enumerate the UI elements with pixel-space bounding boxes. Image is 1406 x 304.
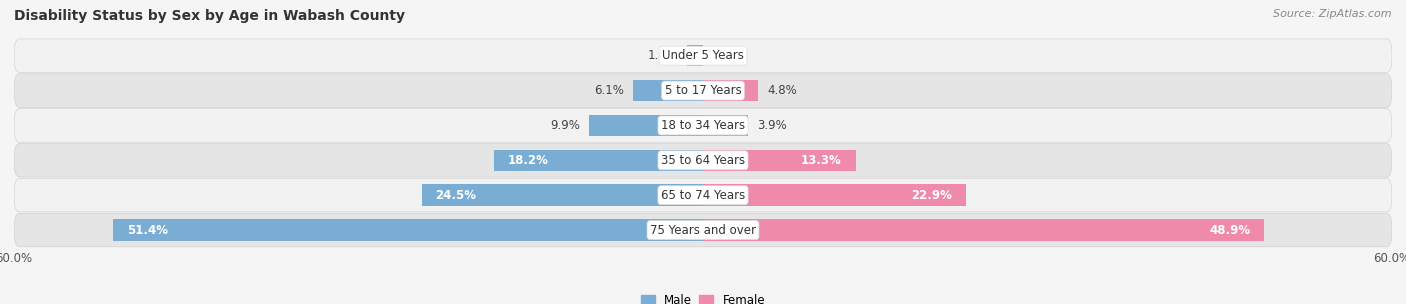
Text: 0.0%: 0.0% — [713, 49, 742, 62]
Bar — [633, 80, 703, 101]
Bar — [422, 185, 703, 206]
Bar — [589, 115, 703, 136]
Text: 6.1%: 6.1% — [593, 84, 624, 97]
Text: 18 to 34 Years: 18 to 34 Years — [661, 119, 745, 132]
Bar — [703, 115, 748, 136]
Bar — [703, 219, 1264, 241]
Bar — [703, 80, 758, 101]
Text: Source: ZipAtlas.com: Source: ZipAtlas.com — [1274, 9, 1392, 19]
Text: 24.5%: 24.5% — [436, 189, 477, 202]
Bar — [688, 45, 703, 67]
Text: Disability Status by Sex by Age in Wabash County: Disability Status by Sex by Age in Wabas… — [14, 9, 405, 23]
Text: 18.2%: 18.2% — [508, 154, 548, 167]
Text: Under 5 Years: Under 5 Years — [662, 49, 744, 62]
Text: 51.4%: 51.4% — [127, 224, 167, 237]
Text: 5 to 17 Years: 5 to 17 Years — [665, 84, 741, 97]
Bar — [703, 185, 966, 206]
Text: 1.4%: 1.4% — [648, 49, 678, 62]
Text: 65 to 74 Years: 65 to 74 Years — [661, 189, 745, 202]
Bar — [703, 150, 856, 171]
Bar — [494, 150, 703, 171]
FancyBboxPatch shape — [14, 143, 1392, 177]
Text: 9.9%: 9.9% — [550, 119, 581, 132]
Text: 13.3%: 13.3% — [801, 154, 842, 167]
FancyBboxPatch shape — [14, 74, 1392, 107]
FancyBboxPatch shape — [14, 178, 1392, 212]
Text: 75 Years and over: 75 Years and over — [650, 224, 756, 237]
FancyBboxPatch shape — [14, 213, 1392, 247]
FancyBboxPatch shape — [14, 39, 1392, 72]
Legend: Male, Female: Male, Female — [636, 289, 770, 304]
Text: 22.9%: 22.9% — [911, 189, 952, 202]
Text: 35 to 64 Years: 35 to 64 Years — [661, 154, 745, 167]
Text: 3.9%: 3.9% — [756, 119, 787, 132]
Bar — [112, 219, 703, 241]
FancyBboxPatch shape — [14, 109, 1392, 142]
Text: 4.8%: 4.8% — [768, 84, 797, 97]
Text: 48.9%: 48.9% — [1209, 224, 1251, 237]
